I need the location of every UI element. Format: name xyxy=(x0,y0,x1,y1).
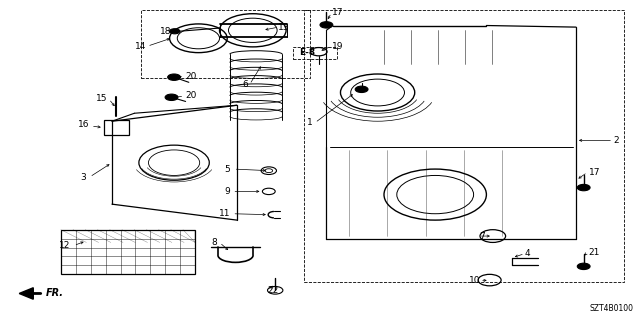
Text: 10: 10 xyxy=(468,276,480,285)
Circle shape xyxy=(165,94,178,100)
Text: 4: 4 xyxy=(525,249,531,258)
Text: 11: 11 xyxy=(219,209,230,218)
Circle shape xyxy=(170,29,180,34)
Text: 13: 13 xyxy=(278,23,290,32)
Text: FR.: FR. xyxy=(46,288,64,299)
Text: SZT4B0100: SZT4B0100 xyxy=(589,304,634,313)
Circle shape xyxy=(320,22,333,28)
Text: 17: 17 xyxy=(589,168,600,177)
Text: 18: 18 xyxy=(160,27,172,36)
Text: 21: 21 xyxy=(589,248,600,256)
Text: 3: 3 xyxy=(81,173,86,182)
Bar xyxy=(141,10,310,78)
Text: 22: 22 xyxy=(268,286,279,295)
Text: 12: 12 xyxy=(59,241,70,250)
Text: 19: 19 xyxy=(332,42,343,51)
Text: 6: 6 xyxy=(243,80,248,89)
Text: 14: 14 xyxy=(134,42,146,51)
Text: 20: 20 xyxy=(186,91,197,100)
Circle shape xyxy=(577,184,590,191)
Text: 8: 8 xyxy=(212,238,218,247)
Text: 20: 20 xyxy=(186,72,197,81)
Circle shape xyxy=(168,74,180,80)
Text: E-8: E-8 xyxy=(300,48,316,57)
Text: 17: 17 xyxy=(332,8,343,17)
Bar xyxy=(304,10,624,282)
Bar xyxy=(61,230,195,274)
Text: 9: 9 xyxy=(225,187,230,196)
Polygon shape xyxy=(19,288,33,299)
Text: 16: 16 xyxy=(78,120,90,129)
Circle shape xyxy=(577,263,590,270)
Bar xyxy=(293,47,337,59)
Text: 5: 5 xyxy=(225,165,230,174)
Text: 15: 15 xyxy=(96,94,108,103)
Bar xyxy=(104,120,129,135)
Circle shape xyxy=(355,86,368,93)
Text: 7: 7 xyxy=(479,232,484,241)
Text: 2: 2 xyxy=(613,136,619,145)
Text: 1: 1 xyxy=(307,118,312,127)
